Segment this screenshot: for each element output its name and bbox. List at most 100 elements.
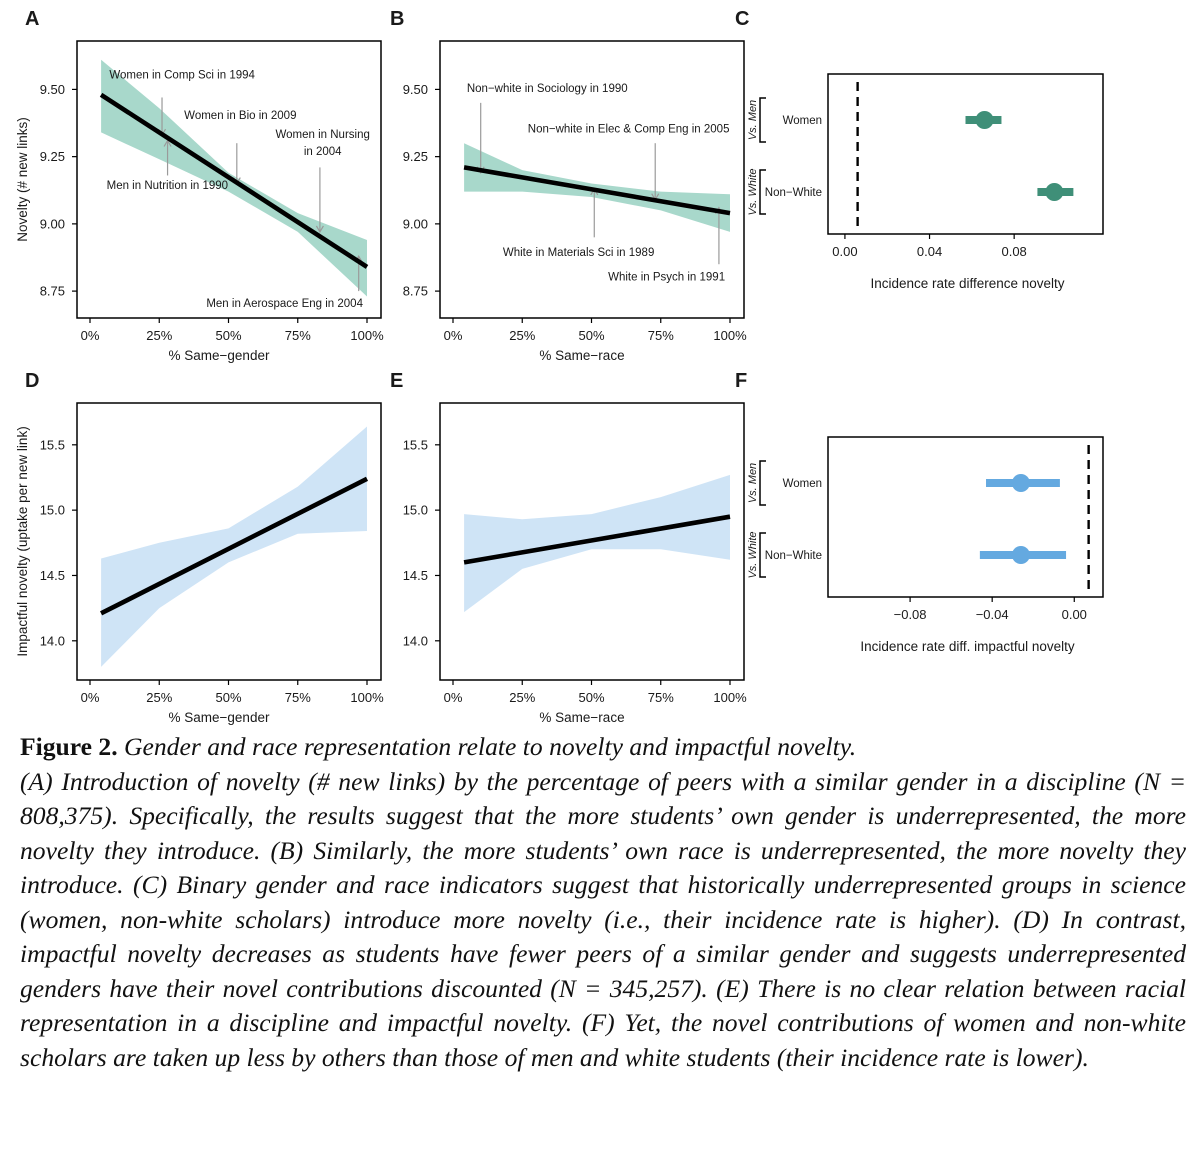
x-tick-label: 100%: [713, 690, 747, 705]
caption-body: (A) Introduction of novelty (# new links…: [20, 766, 1186, 1072]
fit-line: [463, 514, 731, 565]
y-tick-label: 9.25: [403, 149, 428, 164]
panel-E: E 0% 25% 50% 75% 100% 14.0 14.5 15.0 15.5 % Same−r…: [390, 370, 747, 725]
x-tick-label: 0.04: [917, 244, 942, 259]
annotation: Non−white in Sociology in 1990: [467, 83, 628, 174]
group-bracket: [759, 460, 766, 506]
point-estimate: [1045, 183, 1064, 201]
estimate-row: Non−White Vs. White: [747, 531, 1067, 579]
panel-label: C: [735, 8, 749, 30]
annotation: Women in Nursing in 2004: [275, 129, 370, 234]
fit-line: [100, 476, 369, 616]
fit-line: [99, 92, 369, 269]
estimate-row: Women Vs. Men: [747, 460, 1060, 506]
annotation-label: Men in Nutrition in 1990: [107, 180, 228, 192]
confidence-band: [464, 143, 730, 232]
x-axis-label: % Same−race: [539, 710, 624, 725]
caption-title-italic: Gender and race representation relate to…: [117, 732, 857, 761]
y-tick-label: 14.5: [40, 568, 65, 583]
x-tick-label: 50%: [578, 328, 604, 343]
y-tick-label: 8.75: [40, 284, 65, 299]
point-estimate: [1011, 474, 1030, 492]
annotation-label: in 2004: [304, 146, 342, 158]
panel-label: F: [735, 370, 747, 392]
y-tick-label: 14.0: [40, 633, 65, 648]
group-bracket: [759, 532, 766, 578]
panel-label: A: [25, 8, 39, 30]
estimate-row: Non−White Vs. White: [747, 168, 1074, 216]
group-label: Vs. White: [747, 168, 759, 215]
annotation-label: Non−white in Sociology in 1990: [467, 83, 628, 95]
panel-label: D: [25, 370, 39, 392]
point-estimate: [1011, 546, 1030, 564]
x-tick-label: 0.00: [832, 244, 857, 259]
x-tick-label: 50%: [578, 690, 604, 705]
x-tick-label: 25%: [146, 690, 172, 705]
x-tick-label: 0%: [444, 690, 463, 705]
y-tick-label: 15.5: [403, 437, 428, 452]
panel-D: D 0% 25% 50% 75% 100% 14.0 14.5 15.0 15.5 % Same−g…: [15, 370, 384, 725]
annotation-label: Women in Bio in 2009: [184, 110, 296, 122]
x-axis-label: Incidence rate difference novelty: [870, 276, 1064, 291]
y-axis-label: Impactful novelty (uptake per new link): [15, 426, 30, 656]
y-tick-label: 9.25: [40, 149, 65, 164]
x-tick-label: 0%: [81, 328, 100, 343]
panel-C: C Women Vs. Men Non−White Vs. White 0.00 0.04 0…: [735, 8, 1104, 291]
panel-A: A Women in Comp Sci in 1994 Women in Bio i…: [15, 8, 384, 363]
y-tick-label: 14.0: [403, 633, 428, 648]
caption-title-bold: Figure 2.: [20, 732, 118, 761]
figure-caption: Figure 2. Gender and race representation…: [20, 730, 1186, 1075]
annotation-label: Men in Aerospace Eng in 2004: [206, 298, 363, 310]
y-tick-label: 9.50: [403, 82, 428, 97]
category-label: Women: [783, 478, 822, 490]
x-tick-label: 75%: [285, 328, 311, 343]
annotation-label: Non−white in Elec & Comp Eng in 2005: [528, 123, 730, 135]
y-tick-label: 14.5: [403, 568, 428, 583]
estimate-row: Women Vs. Men: [747, 97, 1002, 143]
group-label: Vs. Men: [747, 100, 759, 140]
panel-B: B Non−white in Sociology in 1990 Non−white…: [390, 8, 747, 363]
x-axis-label: % Same−race: [539, 348, 624, 363]
group-label: Vs. Men: [747, 463, 759, 503]
x-tick-label: 75%: [285, 690, 311, 705]
x-tick-label: 50%: [215, 690, 241, 705]
y-tick-label: 9.00: [40, 216, 65, 231]
x-tick-label: 0%: [81, 690, 100, 705]
annotation-label: Women in Comp Sci in 1994: [109, 70, 255, 82]
x-tick-label: −0.08: [894, 607, 927, 622]
y-tick-label: 15.0: [40, 503, 65, 518]
figure-2-panels: A Women in Comp Sci in 1994 Women in Bio i…: [15, 8, 1104, 725]
y-axis-label: Novelty (# new links): [15, 117, 30, 242]
group-label: Vs. White: [747, 531, 759, 578]
x-axis-label: Incidence rate diff. impactful novelty: [860, 639, 1075, 654]
x-tick-label: 100%: [350, 690, 384, 705]
group-bracket: [759, 97, 766, 143]
x-axis-label: % Same−gender: [169, 710, 270, 725]
category-label: Women: [783, 115, 822, 127]
y-tick-label: 15.5: [40, 437, 65, 452]
panel-F: F Women Vs. Men Non−White Vs. White −0.08 −0.0…: [735, 370, 1104, 654]
x-tick-label: 25%: [146, 328, 172, 343]
annotation-label: White in Materials Sci in 1989: [503, 247, 654, 259]
x-tick-label: 0.08: [1001, 244, 1026, 259]
category-label: Non−White: [765, 550, 822, 562]
group-bracket: [759, 169, 766, 215]
x-tick-label: 0%: [444, 328, 463, 343]
x-tick-label: 100%: [713, 328, 747, 343]
y-tick-label: 9.50: [40, 82, 65, 97]
x-tick-label: 25%: [509, 690, 535, 705]
x-tick-label: −0.04: [976, 607, 1009, 622]
plot-frame: [827, 436, 1104, 598]
confidence-band: [464, 474, 730, 613]
x-tick-label: 0.00: [1062, 607, 1087, 622]
x-tick-label: 100%: [350, 328, 384, 343]
panel-label: E: [390, 370, 403, 392]
annotation-arrowhead: [315, 225, 324, 234]
point-estimate: [975, 111, 994, 129]
category-label: Non−White: [765, 187, 822, 199]
annotation-label: White in Psych in 1991: [608, 271, 725, 283]
x-tick-label: 75%: [648, 328, 674, 343]
panel-label: B: [390, 8, 404, 30]
x-tick-label: 50%: [215, 328, 241, 343]
x-axis-label: % Same−gender: [169, 348, 270, 363]
